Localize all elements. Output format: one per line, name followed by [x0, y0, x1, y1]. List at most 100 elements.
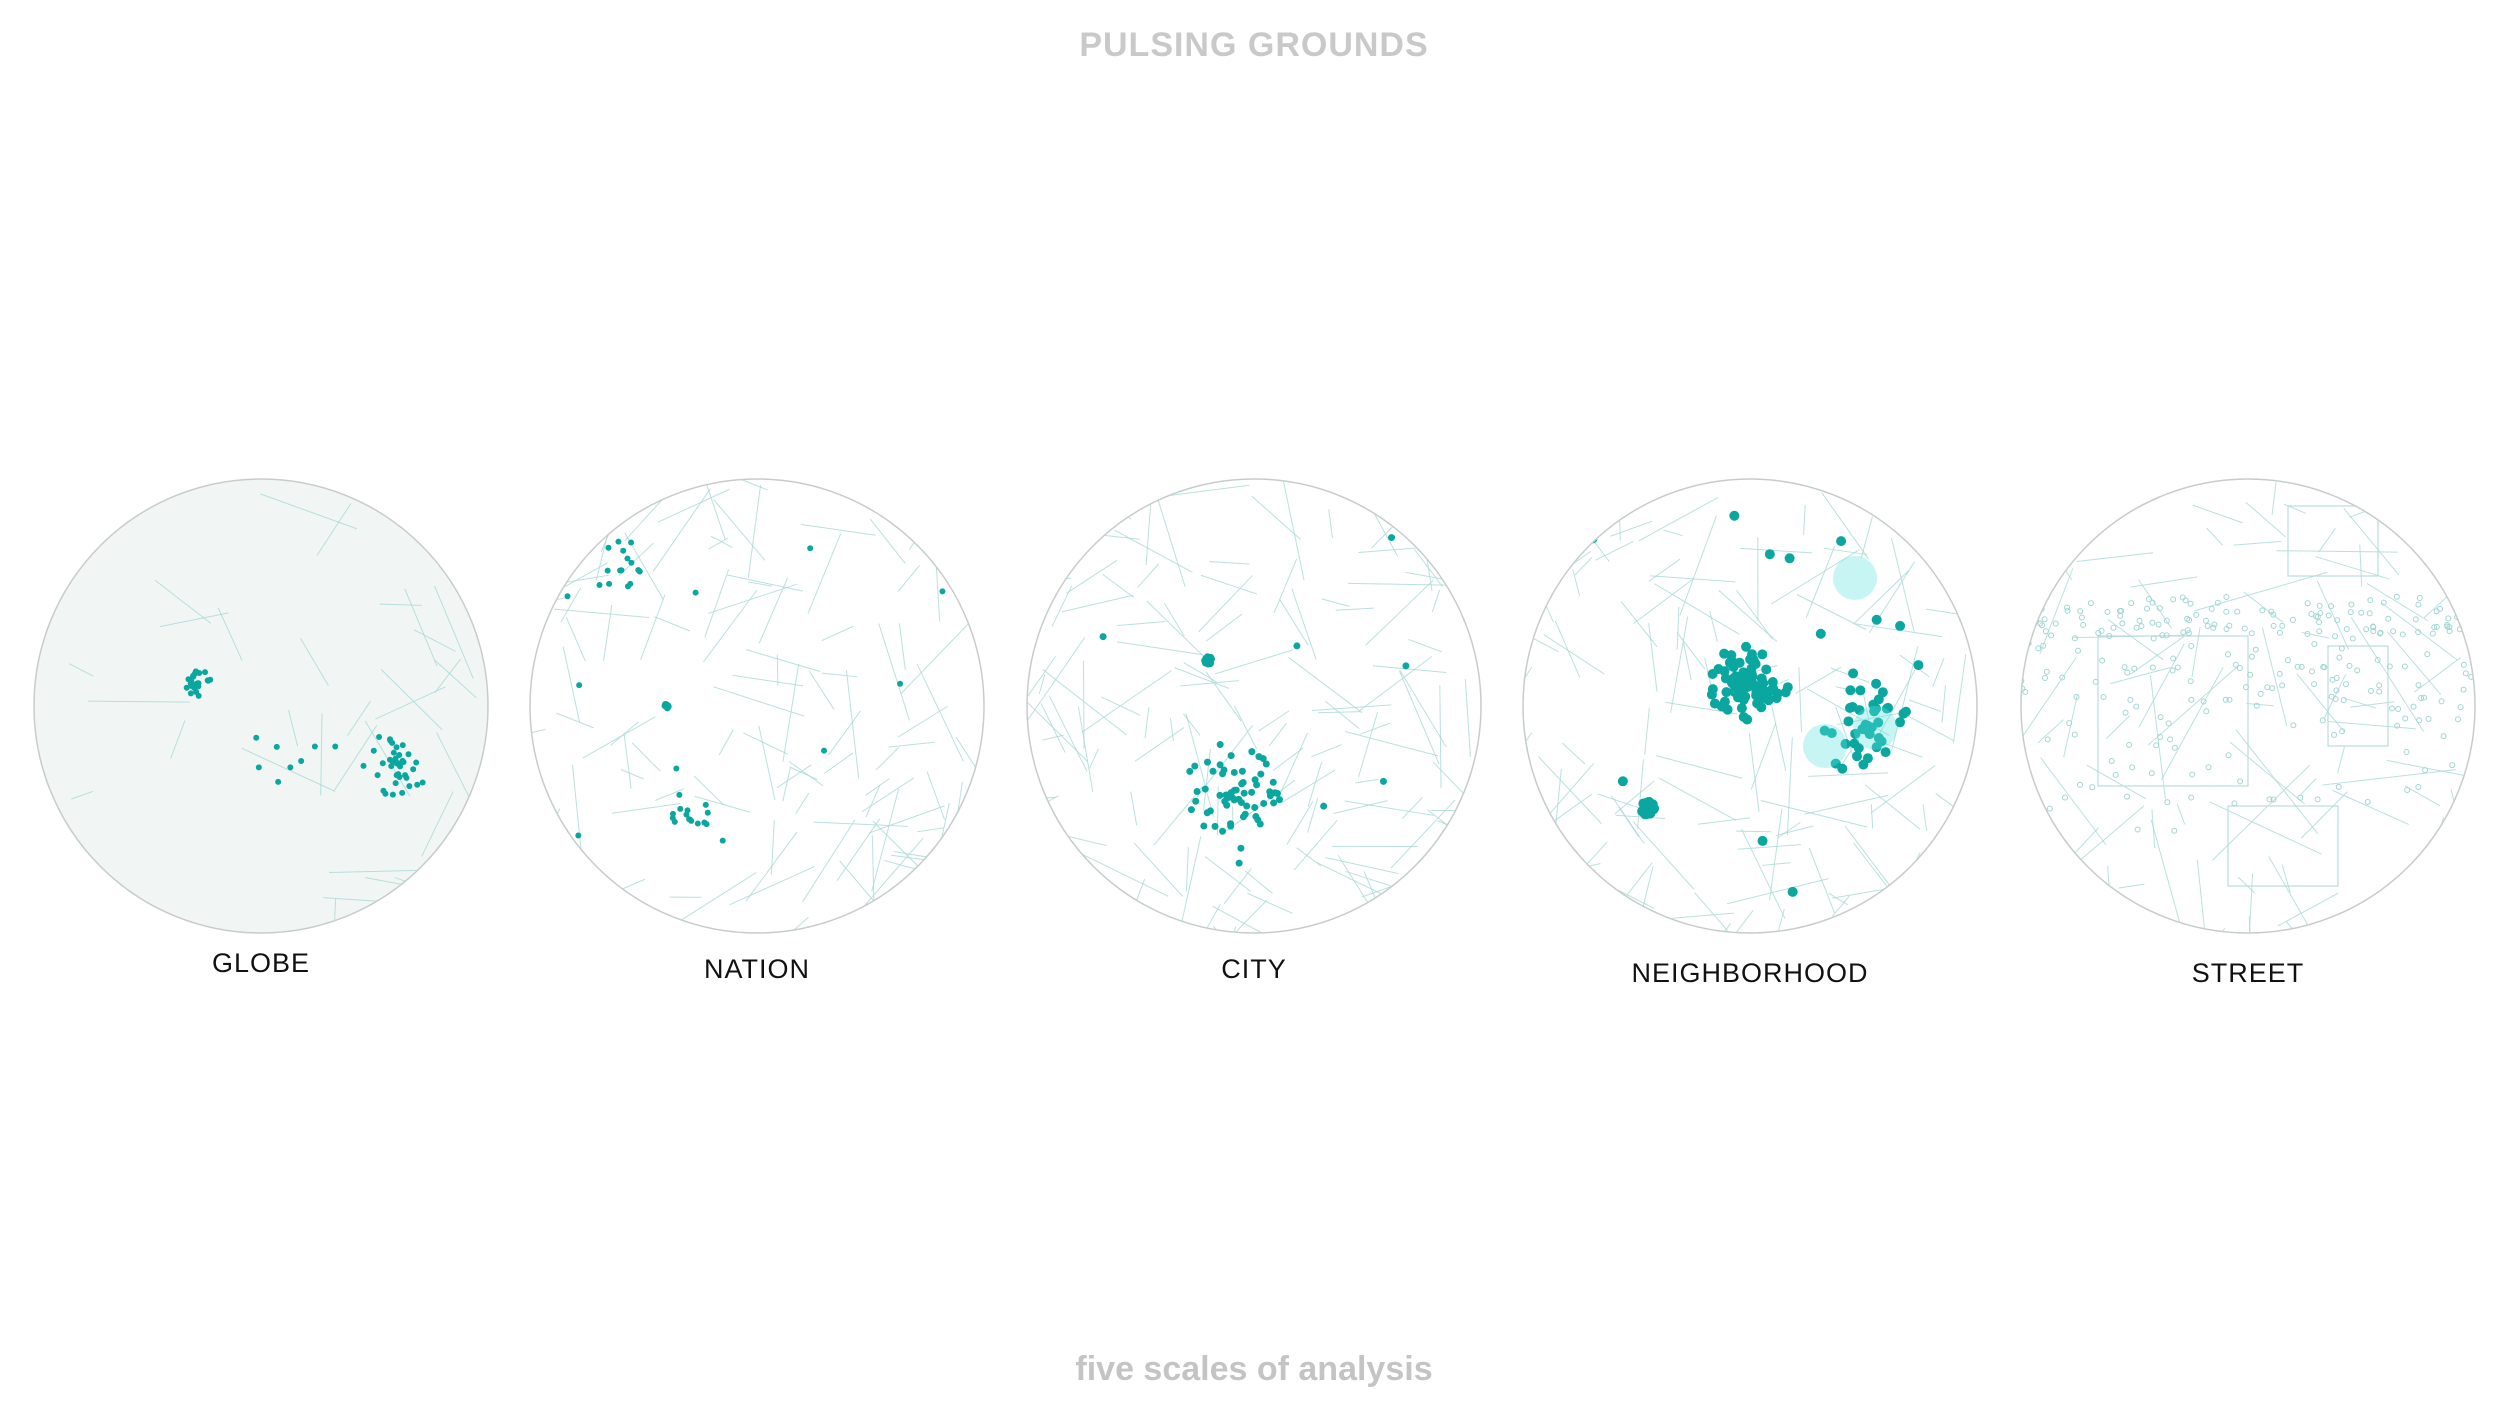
map-outline [1026, 478, 1482, 934]
map-street [1971, 897, 1977, 933]
map-tree [2461, 608, 2468, 615]
map-street [316, 503, 352, 556]
map-street [1618, 806, 1640, 838]
data-dot [669, 815, 676, 822]
data-dot [389, 739, 396, 746]
map-tree [2041, 616, 2048, 623]
map-tree [2153, 742, 2160, 749]
map-street [1348, 582, 1456, 586]
data-dot [596, 581, 603, 588]
data-dot [1763, 695, 1774, 706]
map-tree [2226, 696, 2233, 703]
map-tree [2024, 804, 2031, 811]
data-dot [1738, 694, 1749, 705]
map-street [1101, 696, 1141, 716]
map-outline [2020, 478, 2476, 934]
map-tree [2388, 705, 2395, 712]
map-street [2281, 864, 2291, 893]
data-dot [390, 749, 397, 756]
map-street [1223, 867, 1252, 905]
map-street [897, 565, 920, 592]
map-street [2106, 715, 2131, 739]
map-tree [2073, 693, 2080, 700]
map-street [1027, 537, 1036, 610]
map-street [1061, 594, 1134, 613]
map-tree [2236, 665, 2243, 672]
map-street [1311, 704, 1392, 712]
data-dot [1203, 809, 1211, 817]
map-tree [2399, 631, 2406, 638]
map-tree [2333, 687, 2340, 694]
map-tree [2377, 629, 2384, 636]
map-street [1618, 480, 1656, 505]
map-street [1406, 866, 1442, 904]
map-street [1853, 570, 1909, 625]
map-street [1185, 713, 1214, 817]
map-tree [2040, 642, 2047, 649]
data-dot [376, 733, 383, 740]
map-tree [2402, 715, 2409, 722]
map-street [565, 616, 586, 662]
map-tree [2226, 622, 2233, 629]
map-tree [2042, 628, 2049, 635]
map-street [1247, 892, 1293, 914]
data-dot [1186, 767, 1194, 775]
data-dot [374, 772, 381, 779]
map-street [2322, 769, 2456, 786]
data-dot [1895, 620, 1906, 631]
map-tree [2342, 681, 2349, 688]
data-dot [1854, 705, 1865, 716]
data-dot [393, 772, 400, 779]
map-street [1808, 772, 1889, 777]
map-street [1561, 742, 1586, 765]
map-tree [2328, 603, 2335, 610]
map-street [582, 716, 656, 759]
map-street [571, 764, 583, 858]
map-street [935, 561, 941, 622]
map-street [1404, 879, 1417, 922]
map-street [1614, 780, 1655, 815]
data-dot [1750, 658, 1761, 669]
map-tree [2071, 731, 2078, 738]
data-dot [1877, 687, 1888, 698]
map-tree [2234, 608, 2241, 615]
map-street [1580, 917, 1642, 926]
map-tree [2075, 647, 2082, 654]
map-street [1183, 713, 1201, 736]
map-street [708, 537, 729, 550]
map-street [2118, 883, 2145, 889]
map-street [2229, 741, 2305, 805]
data-dot [1248, 748, 1256, 756]
map-street [869, 518, 906, 564]
data-dot [273, 743, 280, 750]
map-street [1282, 480, 1305, 581]
map-tree [2046, 805, 2053, 812]
data-dot [398, 759, 405, 766]
data-dot [1706, 689, 1717, 700]
map-background [530, 479, 984, 933]
map-street [694, 795, 750, 813]
map-street [2151, 809, 2156, 848]
data-dot [1738, 711, 1749, 722]
data-dot [1871, 678, 1882, 689]
data-dot [1880, 747, 1891, 758]
map-street [865, 903, 944, 933]
map-tree [2422, 767, 2429, 774]
data-dot [628, 559, 635, 566]
scale-label: GLOBE [212, 948, 310, 978]
map-tree [2325, 612, 2332, 619]
map-street [1421, 921, 1456, 933]
map-street [1748, 733, 1760, 813]
map-street [898, 623, 906, 670]
map-tree [2180, 629, 2187, 636]
map-street [559, 514, 584, 561]
data-dot [1099, 633, 1107, 641]
data-dot [1784, 553, 1795, 564]
data-dot [195, 692, 202, 699]
data-dot [1853, 742, 1864, 753]
map-street [718, 729, 734, 756]
map-tree [2424, 651, 2431, 658]
map-tree [2247, 671, 2254, 678]
data-dot [187, 690, 194, 697]
map-tree [2457, 609, 2464, 616]
